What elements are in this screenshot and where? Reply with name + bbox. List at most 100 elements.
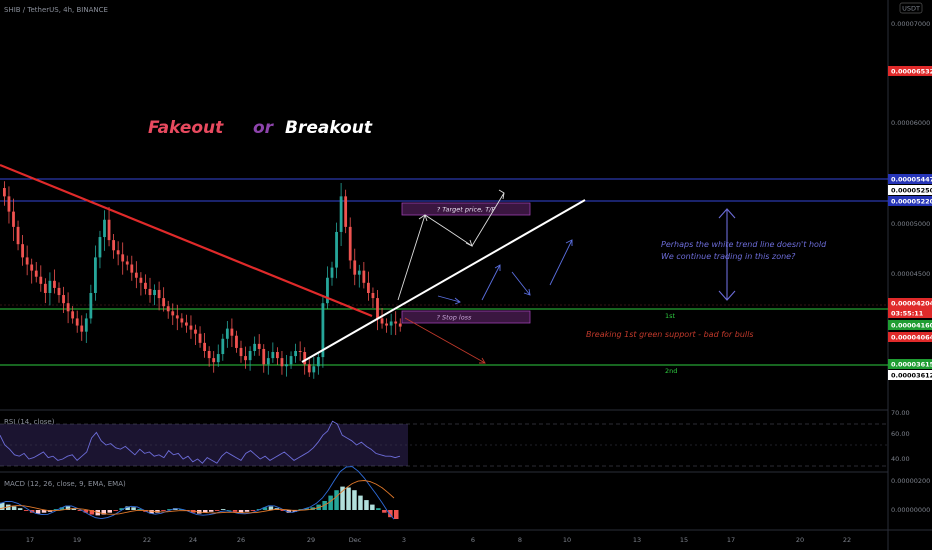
candle-body bbox=[385, 323, 388, 326]
candle-body bbox=[157, 289, 161, 299]
candle-body bbox=[148, 288, 152, 296]
candle-body bbox=[25, 257, 29, 265]
candle-body bbox=[239, 347, 243, 357]
time-tick-13: 17 bbox=[727, 536, 735, 544]
candle-body bbox=[326, 277, 329, 304]
macd-histogram-bar bbox=[370, 504, 375, 510]
downtrend-line[interactable] bbox=[0, 163, 373, 318]
macd-histogram-bar bbox=[280, 510, 286, 511]
time-tick-15: 22 bbox=[843, 536, 851, 544]
macd-histogram-bar bbox=[268, 506, 274, 510]
macd-histogram-bar bbox=[388, 510, 393, 518]
candle-body bbox=[348, 226, 352, 261]
price-label-text-7: 0.00004064 bbox=[891, 334, 932, 342]
target-price-box[interactable] bbox=[401, 202, 531, 216]
range-double-arrow bbox=[718, 208, 736, 301]
candle-body bbox=[121, 254, 125, 262]
macd-histogram-bar bbox=[376, 508, 381, 510]
time-tick-14: 20 bbox=[796, 536, 804, 544]
stop-loss-box[interactable] bbox=[401, 310, 531, 324]
candle-body bbox=[216, 354, 220, 363]
macd-title: MACD (12, 26, close, 9, EMA, EMA) bbox=[4, 480, 126, 488]
macd-histogram-bar bbox=[220, 509, 226, 510]
price-label-7: 0.00004064 bbox=[888, 332, 932, 342]
candle-body bbox=[175, 315, 179, 319]
candle-body bbox=[339, 196, 343, 232]
candle-body bbox=[389, 321, 393, 326]
candle-body bbox=[185, 322, 188, 326]
candle-body bbox=[66, 303, 70, 312]
bullish-projection-arrows bbox=[397, 189, 505, 301]
chart-symbol-title: SHIB / TetherUS, 4h, BINANCE bbox=[4, 6, 108, 14]
candle-body bbox=[285, 364, 288, 367]
candle-body bbox=[212, 358, 216, 363]
uptrend-line[interactable] bbox=[301, 199, 586, 363]
macd-histogram-bar bbox=[394, 510, 399, 519]
macd-histogram-bar bbox=[226, 510, 232, 511]
candle-body bbox=[230, 328, 234, 336]
macd-histogram-bar bbox=[89, 510, 95, 515]
rsi-tick-40: 40.00 bbox=[891, 455, 910, 463]
price-tick-7000: 0.00007000 bbox=[891, 20, 930, 28]
price-label-3: 0.00005220 bbox=[888, 196, 932, 206]
price-tick-4500: 0.00004500 bbox=[891, 270, 930, 278]
time-tick-12: 15 bbox=[680, 536, 688, 544]
price-label-1: 0.00005447 bbox=[888, 174, 932, 184]
macd-histogram-bar bbox=[250, 510, 256, 511]
macd-histogram-bar bbox=[161, 510, 166, 511]
price-tick-6000: 0.00006000 bbox=[891, 119, 930, 127]
note-line-2: We continue trading in this zone? bbox=[661, 252, 796, 261]
macd-histogram-bar bbox=[322, 501, 327, 510]
candle-body bbox=[125, 261, 129, 265]
currency-label: USDT bbox=[902, 5, 920, 13]
macd-histogram-bar bbox=[119, 508, 124, 510]
macd-line bbox=[0, 466, 395, 520]
macd-histogram-bar bbox=[340, 486, 345, 510]
candle-body bbox=[235, 335, 238, 348]
macd-histogram-bar bbox=[53, 509, 59, 510]
time-tick-1: 19 bbox=[73, 536, 81, 544]
breaking-support-note: Breaking 1st green support - bad for bul… bbox=[586, 330, 754, 339]
currency-badge[interactable] bbox=[899, 2, 923, 14]
price-label-text-5: 03:55:11 bbox=[891, 310, 924, 318]
macd-histogram-bar bbox=[17, 508, 23, 510]
candle-body bbox=[130, 264, 134, 273]
candle-body bbox=[357, 270, 361, 275]
candle-body bbox=[71, 311, 75, 319]
candle-body bbox=[80, 325, 84, 332]
price-label-text-8: 0.00003615 bbox=[891, 361, 932, 369]
candle-body bbox=[312, 366, 316, 373]
macd-histogram-bar bbox=[364, 500, 369, 510]
candle-body bbox=[53, 280, 56, 288]
macd-histogram-bar bbox=[131, 507, 136, 510]
candle-body bbox=[94, 257, 97, 294]
candle-body bbox=[321, 303, 325, 358]
macd-histogram-bar bbox=[125, 506, 130, 510]
candle-body bbox=[153, 289, 156, 296]
macd-histogram-bar bbox=[328, 495, 333, 510]
macd-histogram-bar bbox=[11, 506, 17, 510]
candle-body bbox=[394, 321, 398, 324]
candle-body bbox=[166, 306, 170, 312]
rsi-tick-60: 60.00 bbox=[891, 430, 910, 438]
candle-body bbox=[353, 260, 357, 275]
price-label-text-3: 0.00005220 bbox=[891, 198, 932, 206]
candle-body bbox=[380, 318, 384, 324]
macd-histogram-bar bbox=[334, 490, 339, 510]
price-label-5: 03:55:11 bbox=[888, 308, 932, 318]
fakeout-label: Fakeout bbox=[148, 118, 224, 138]
candle-body bbox=[276, 352, 279, 359]
rsi-line bbox=[0, 420, 401, 464]
macd-histogram-bar bbox=[59, 507, 65, 510]
candle-body bbox=[112, 240, 115, 251]
price-label-0: 0.00006532 bbox=[888, 66, 932, 76]
candle-body bbox=[362, 270, 366, 283]
candle-body bbox=[316, 357, 320, 367]
price-label-text-6: 0.00004160 bbox=[891, 322, 932, 330]
price-label-4: 0.00004204 bbox=[888, 298, 932, 308]
macd-histogram-bar bbox=[137, 509, 142, 510]
price-label-text-4: 0.00004204 bbox=[891, 300, 932, 308]
price-label-text-2: 0.00005250 bbox=[891, 187, 932, 195]
